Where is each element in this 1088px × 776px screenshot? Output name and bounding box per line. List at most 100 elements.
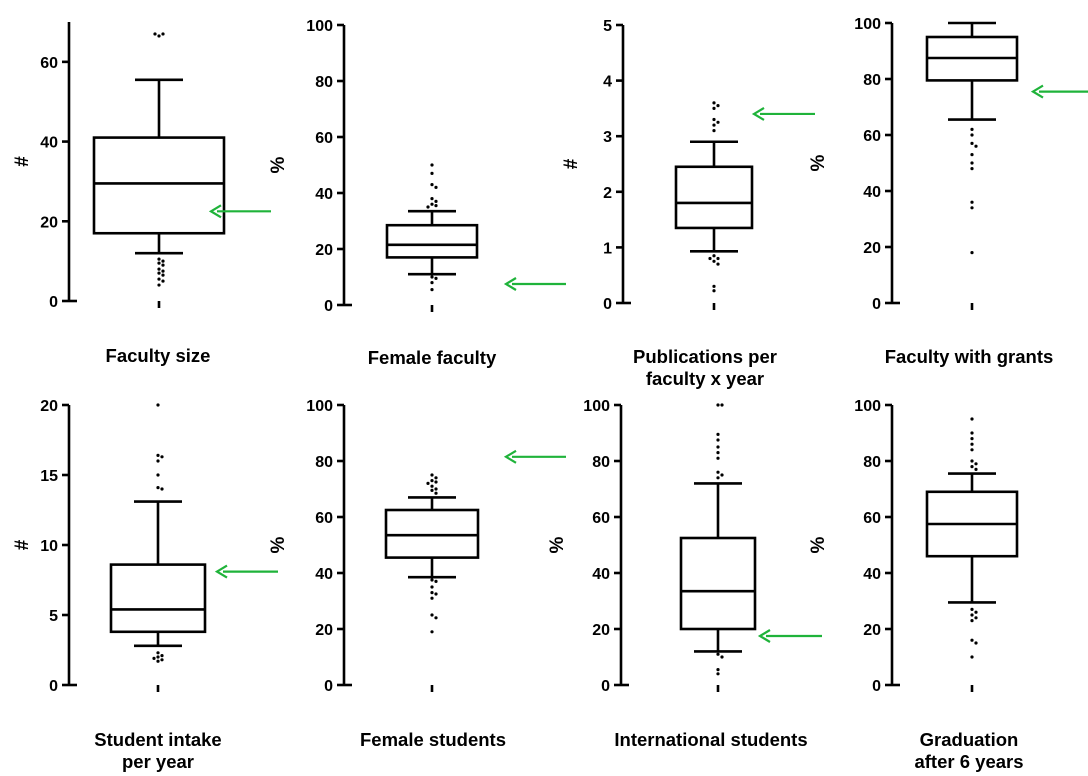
outlier-point (430, 281, 434, 285)
outlier-point (712, 106, 716, 110)
interquartile-box (385, 223, 479, 259)
y-tick-label: 40 (315, 566, 333, 583)
y-tick-label: 2 (603, 185, 612, 202)
outlier-point (720, 655, 724, 659)
panel-title: Female faculty (368, 347, 497, 368)
outlier-point (157, 34, 161, 38)
y-tick-label: 20 (863, 240, 881, 257)
outlier-point (970, 607, 974, 612)
y-tick-label: 100 (854, 398, 881, 415)
y-tick-label: 100 (854, 16, 881, 33)
y-axis-label: # (12, 539, 33, 550)
chart-panel-2: 0 20 40 60 80 100% Female faculty (268, 18, 566, 368)
chart-panel-7: 0 20 40 60 80 100% International students (547, 398, 822, 750)
outlier-point (970, 431, 974, 435)
outlier-point (716, 456, 720, 460)
panel-title: Student intake (94, 729, 221, 750)
outlier-point (430, 275, 434, 279)
outlier-point (716, 104, 720, 108)
outlier-point (152, 656, 156, 661)
y-tick-label: 20 (40, 398, 58, 415)
y-tick-label: 15 (40, 468, 58, 485)
outlier-point (974, 616, 978, 620)
outlier-point (712, 284, 716, 288)
outlier-point (156, 655, 160, 659)
outlier-point (430, 578, 434, 582)
outlier-point (708, 256, 712, 261)
outlier-point (430, 171, 434, 175)
outlier-point (430, 197, 434, 201)
y-tick-label: 40 (863, 184, 881, 201)
outlier-point (970, 465, 974, 469)
y-tick-label: 80 (863, 72, 881, 89)
outlier-point (974, 462, 978, 466)
y-tick-label: 100 (306, 398, 333, 415)
outlier-point (434, 491, 438, 495)
outlier-point (426, 481, 430, 485)
outlier-point (720, 473, 724, 477)
y-tick-label: 20 (40, 214, 58, 231)
outlier-point (161, 273, 165, 277)
y-axis-label: % (547, 536, 568, 553)
outlier-point (716, 445, 720, 449)
y-axis-label: % (808, 536, 829, 553)
outlier-point (712, 259, 716, 263)
outlier-point (161, 32, 165, 36)
y-axis-label: # (12, 156, 33, 167)
y-tick-label: 100 (306, 18, 333, 35)
outlier-point (157, 271, 161, 275)
outlier-point (716, 256, 720, 261)
outlier-point (716, 432, 720, 436)
outlier-point (430, 613, 434, 617)
outlier-point (712, 123, 716, 127)
outlier-point (430, 202, 434, 206)
outlier-point (434, 579, 438, 584)
interquartile-box (384, 508, 480, 559)
outlier-point (160, 658, 164, 662)
panel-title: International students (614, 729, 807, 750)
interquartile-box (92, 136, 226, 235)
outlier-point (156, 659, 160, 663)
outlier-point (160, 654, 164, 658)
outlier-point (716, 120, 720, 124)
y-tick-label: 100 (583, 398, 610, 415)
outlier-point (161, 279, 165, 283)
outlier-point (430, 484, 434, 488)
outlier-point (160, 455, 164, 459)
outlier-point (157, 257, 161, 261)
outlier-point (970, 153, 974, 157)
outlier-point (712, 129, 716, 133)
outlier-point (716, 438, 720, 442)
outlier-point (430, 473, 434, 477)
outlier-point (716, 652, 720, 656)
outlier-point (426, 205, 430, 209)
outlier-point (970, 133, 974, 137)
y-tick-label: 5 (603, 18, 612, 35)
outlier-point (970, 417, 974, 421)
outlier-point (430, 479, 434, 483)
outlier-point (434, 480, 438, 484)
outlier-point (974, 641, 978, 645)
y-tick-label: 0 (324, 678, 333, 695)
chart-panel-6: 0 20 40 60 80 100% Female students (268, 398, 566, 750)
outlier-point (716, 476, 720, 480)
annotation-arrow-head (214, 564, 228, 579)
outlier-point (716, 668, 720, 672)
y-axis-label: % (808, 154, 829, 171)
outlier-point (161, 269, 165, 273)
outlier-point (434, 185, 438, 189)
y-axis-label: # (561, 158, 582, 169)
y-tick-label: 40 (863, 566, 881, 583)
outlier-point (970, 638, 974, 642)
outlier-point (716, 451, 720, 455)
outlier-point (434, 592, 438, 596)
interquartile-box (679, 536, 757, 631)
outlier-point (430, 288, 434, 292)
outlier-point (161, 259, 165, 263)
outlier-point (160, 487, 164, 491)
y-tick-label: 0 (601, 678, 610, 695)
panel-title: Faculty with grants (885, 346, 1054, 367)
annotation-arrow-head (503, 449, 517, 464)
outlier-point (970, 251, 974, 255)
